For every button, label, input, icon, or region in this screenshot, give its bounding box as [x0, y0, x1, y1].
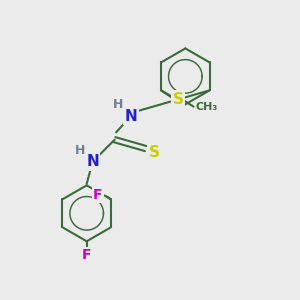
Text: H: H [75, 144, 86, 157]
Text: F: F [93, 188, 102, 202]
Text: S: S [149, 146, 160, 160]
Text: F: F [82, 248, 92, 262]
Text: H: H [113, 98, 124, 111]
Text: N: N [124, 109, 137, 124]
Text: N: N [86, 154, 99, 169]
Text: CH₃: CH₃ [196, 102, 218, 112]
Text: S: S [172, 92, 183, 107]
